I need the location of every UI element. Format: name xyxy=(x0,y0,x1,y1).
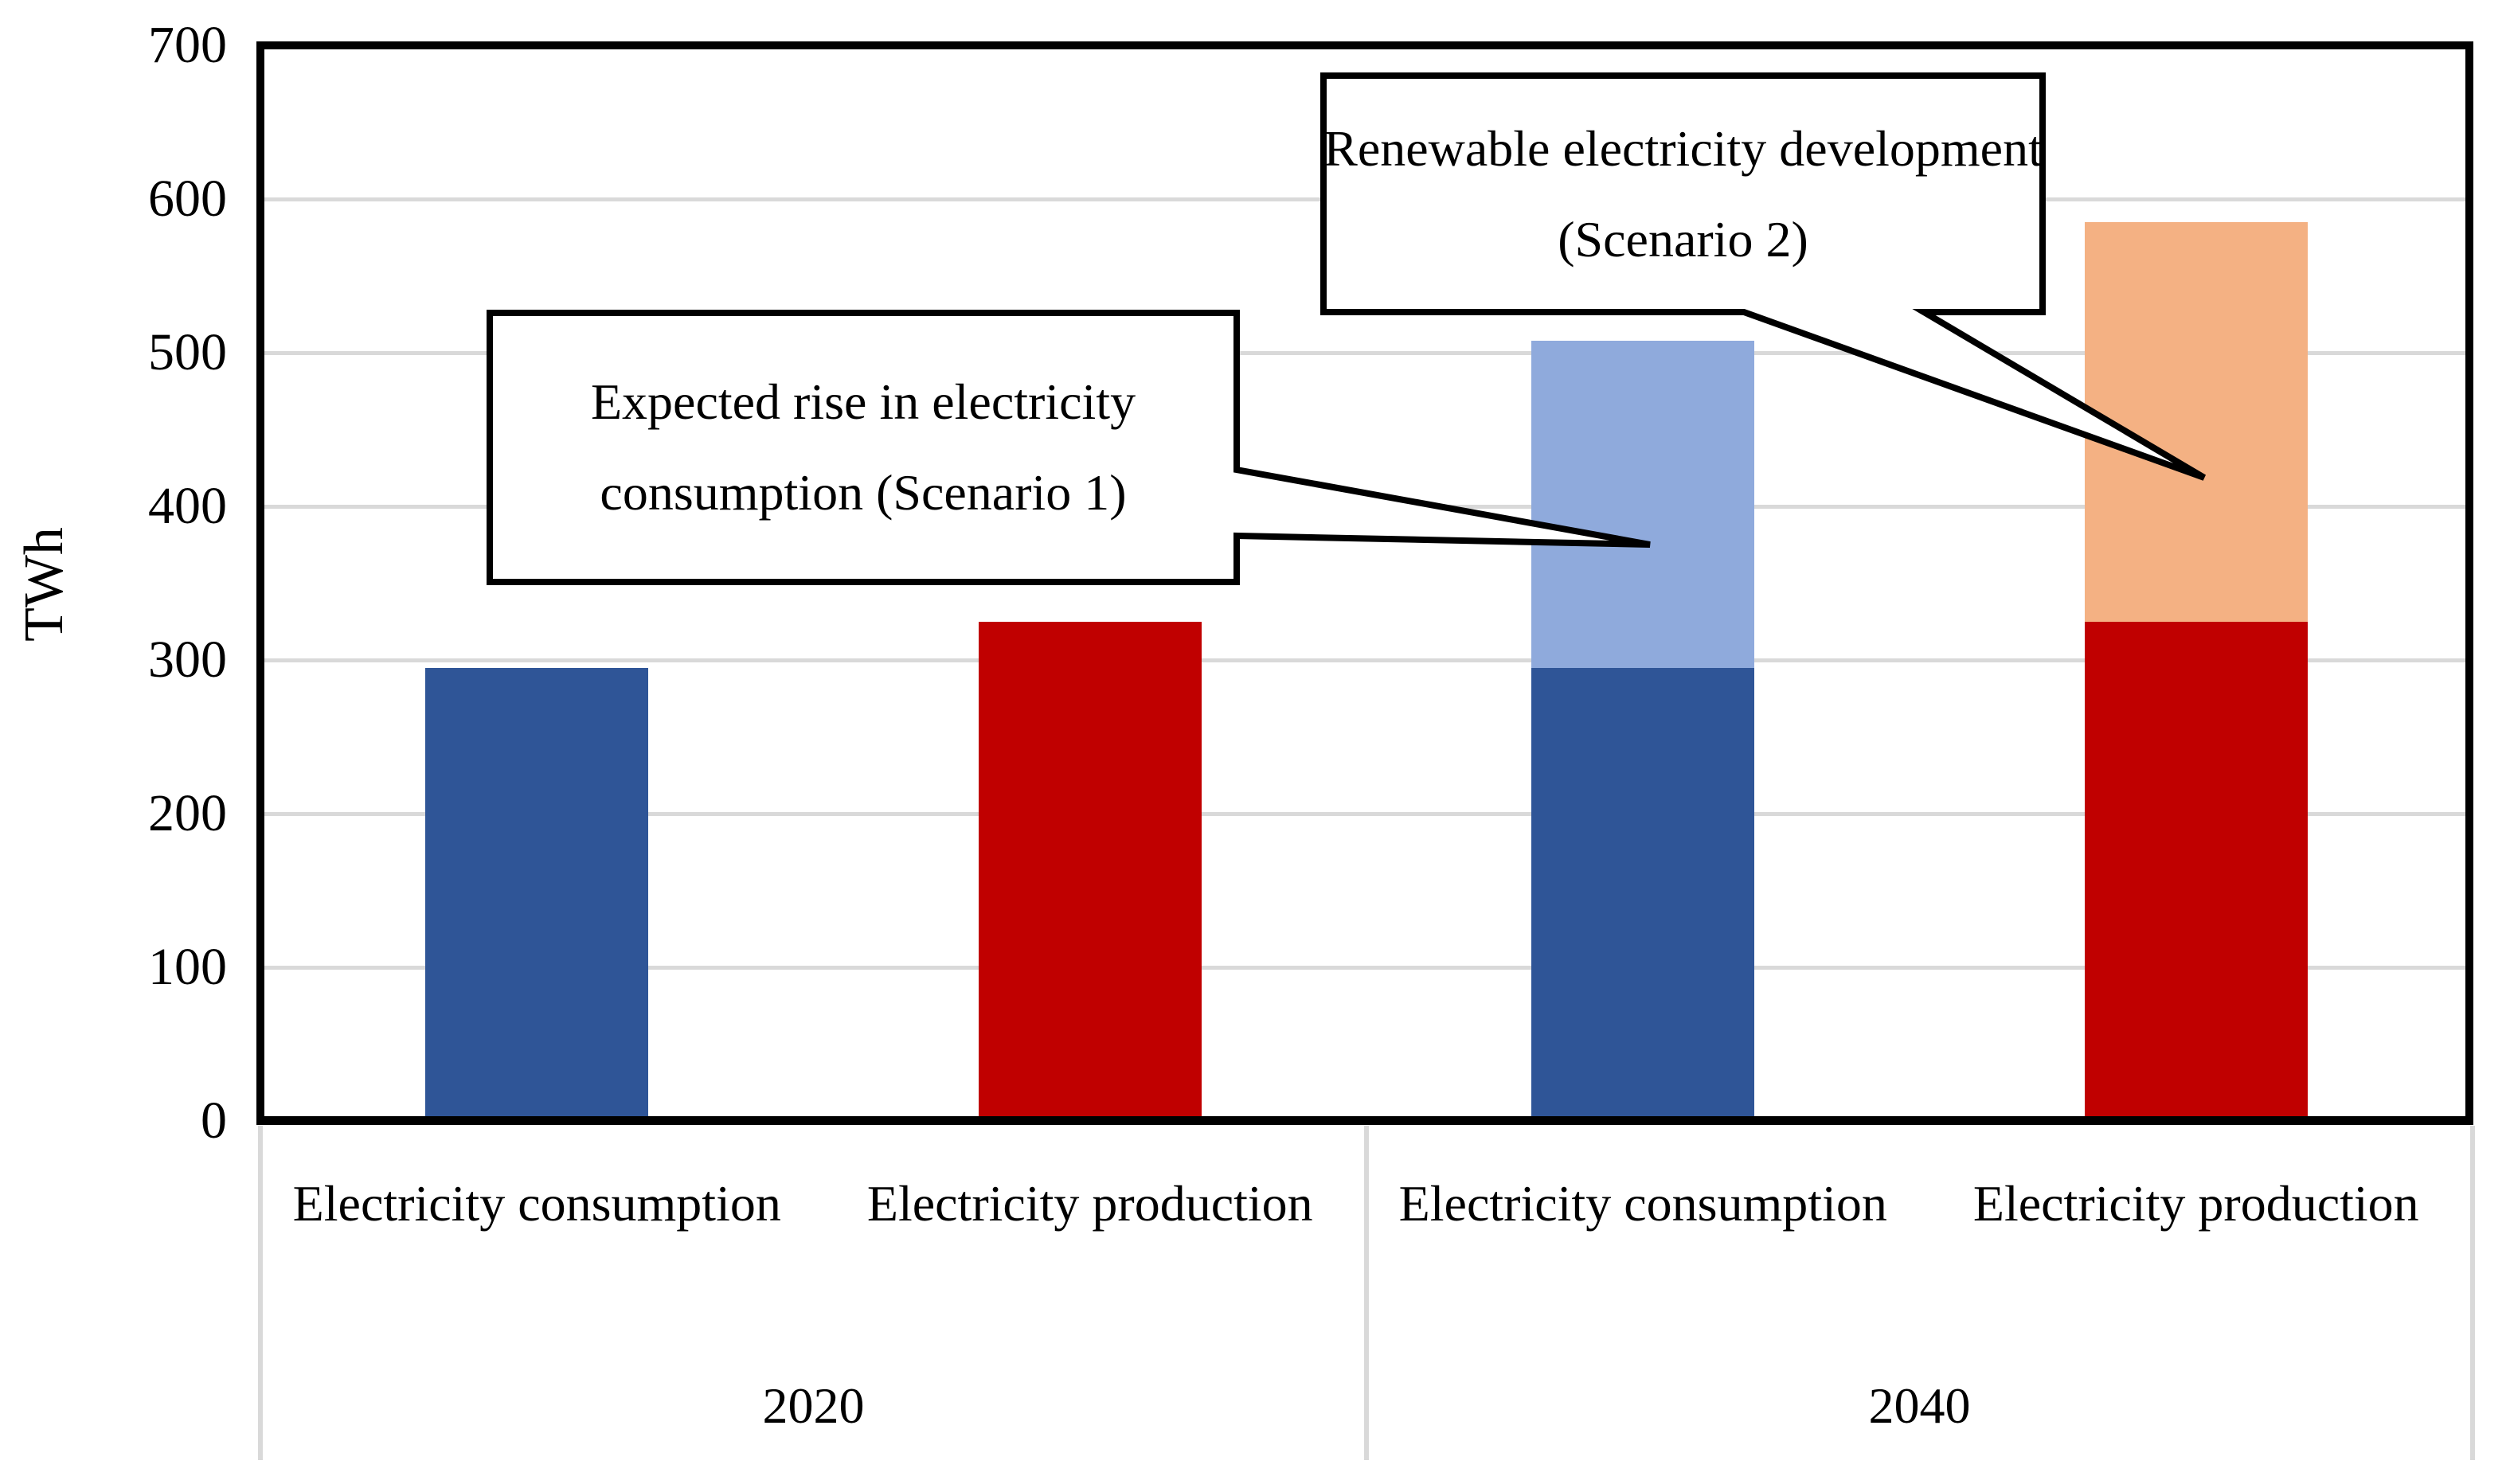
y-tick-label-600: 600 xyxy=(148,170,227,228)
category-label-1: Electricity consumption xyxy=(292,1175,781,1232)
group-label-2020: 2020 xyxy=(762,1377,865,1434)
y-tick-label-200: 200 xyxy=(148,784,227,842)
group-label-2040: 2040 xyxy=(1868,1377,1971,1434)
y-tick-label-0: 0 xyxy=(201,1092,227,1150)
y-tick-label-700: 700 xyxy=(148,16,227,74)
y-tick-label-100: 100 xyxy=(148,938,227,996)
category-separator-0 xyxy=(258,1126,263,1460)
bar-segment-renewable-development-scenario-2 xyxy=(2084,221,2308,622)
category-separator-1 xyxy=(1364,1126,1369,1460)
bar-segment-expected-rise-scenario-1 xyxy=(1531,340,1755,668)
y-tick-label-500: 500 xyxy=(148,323,227,381)
bar-segment-base-production-2040 xyxy=(2084,621,2308,1121)
callout-scenario1-text: Expected rise in electricity consumption… xyxy=(590,373,1136,521)
y-tick-label-400: 400 xyxy=(148,477,227,535)
category-label-3: Electricity consumption xyxy=(1398,1175,1887,1232)
y-axis-title: TWh xyxy=(14,527,75,642)
category-label-2: Electricity production xyxy=(866,1175,1313,1232)
x-axis-line xyxy=(256,1118,2473,1125)
bar-segment-electricity-production-2020 xyxy=(978,621,1202,1121)
y-tick-label-300: 300 xyxy=(148,631,227,689)
bar-segment-electricity-consumption-2020 xyxy=(425,667,649,1121)
bar-segment-base-consumption-2040 xyxy=(1531,667,1755,1121)
gridline-100 xyxy=(264,966,2469,970)
category-label-4: Electricity production xyxy=(1972,1175,2419,1232)
gridline-200 xyxy=(264,812,2469,816)
gridline-300 xyxy=(264,658,2469,662)
category-separator-2 xyxy=(2470,1126,2475,1460)
callout-scenario2-text: Renewable electricity development (Scena… xyxy=(1323,119,2043,268)
